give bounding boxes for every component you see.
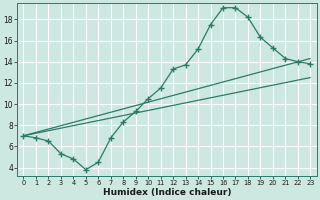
X-axis label: Humidex (Indice chaleur): Humidex (Indice chaleur) xyxy=(103,188,231,197)
